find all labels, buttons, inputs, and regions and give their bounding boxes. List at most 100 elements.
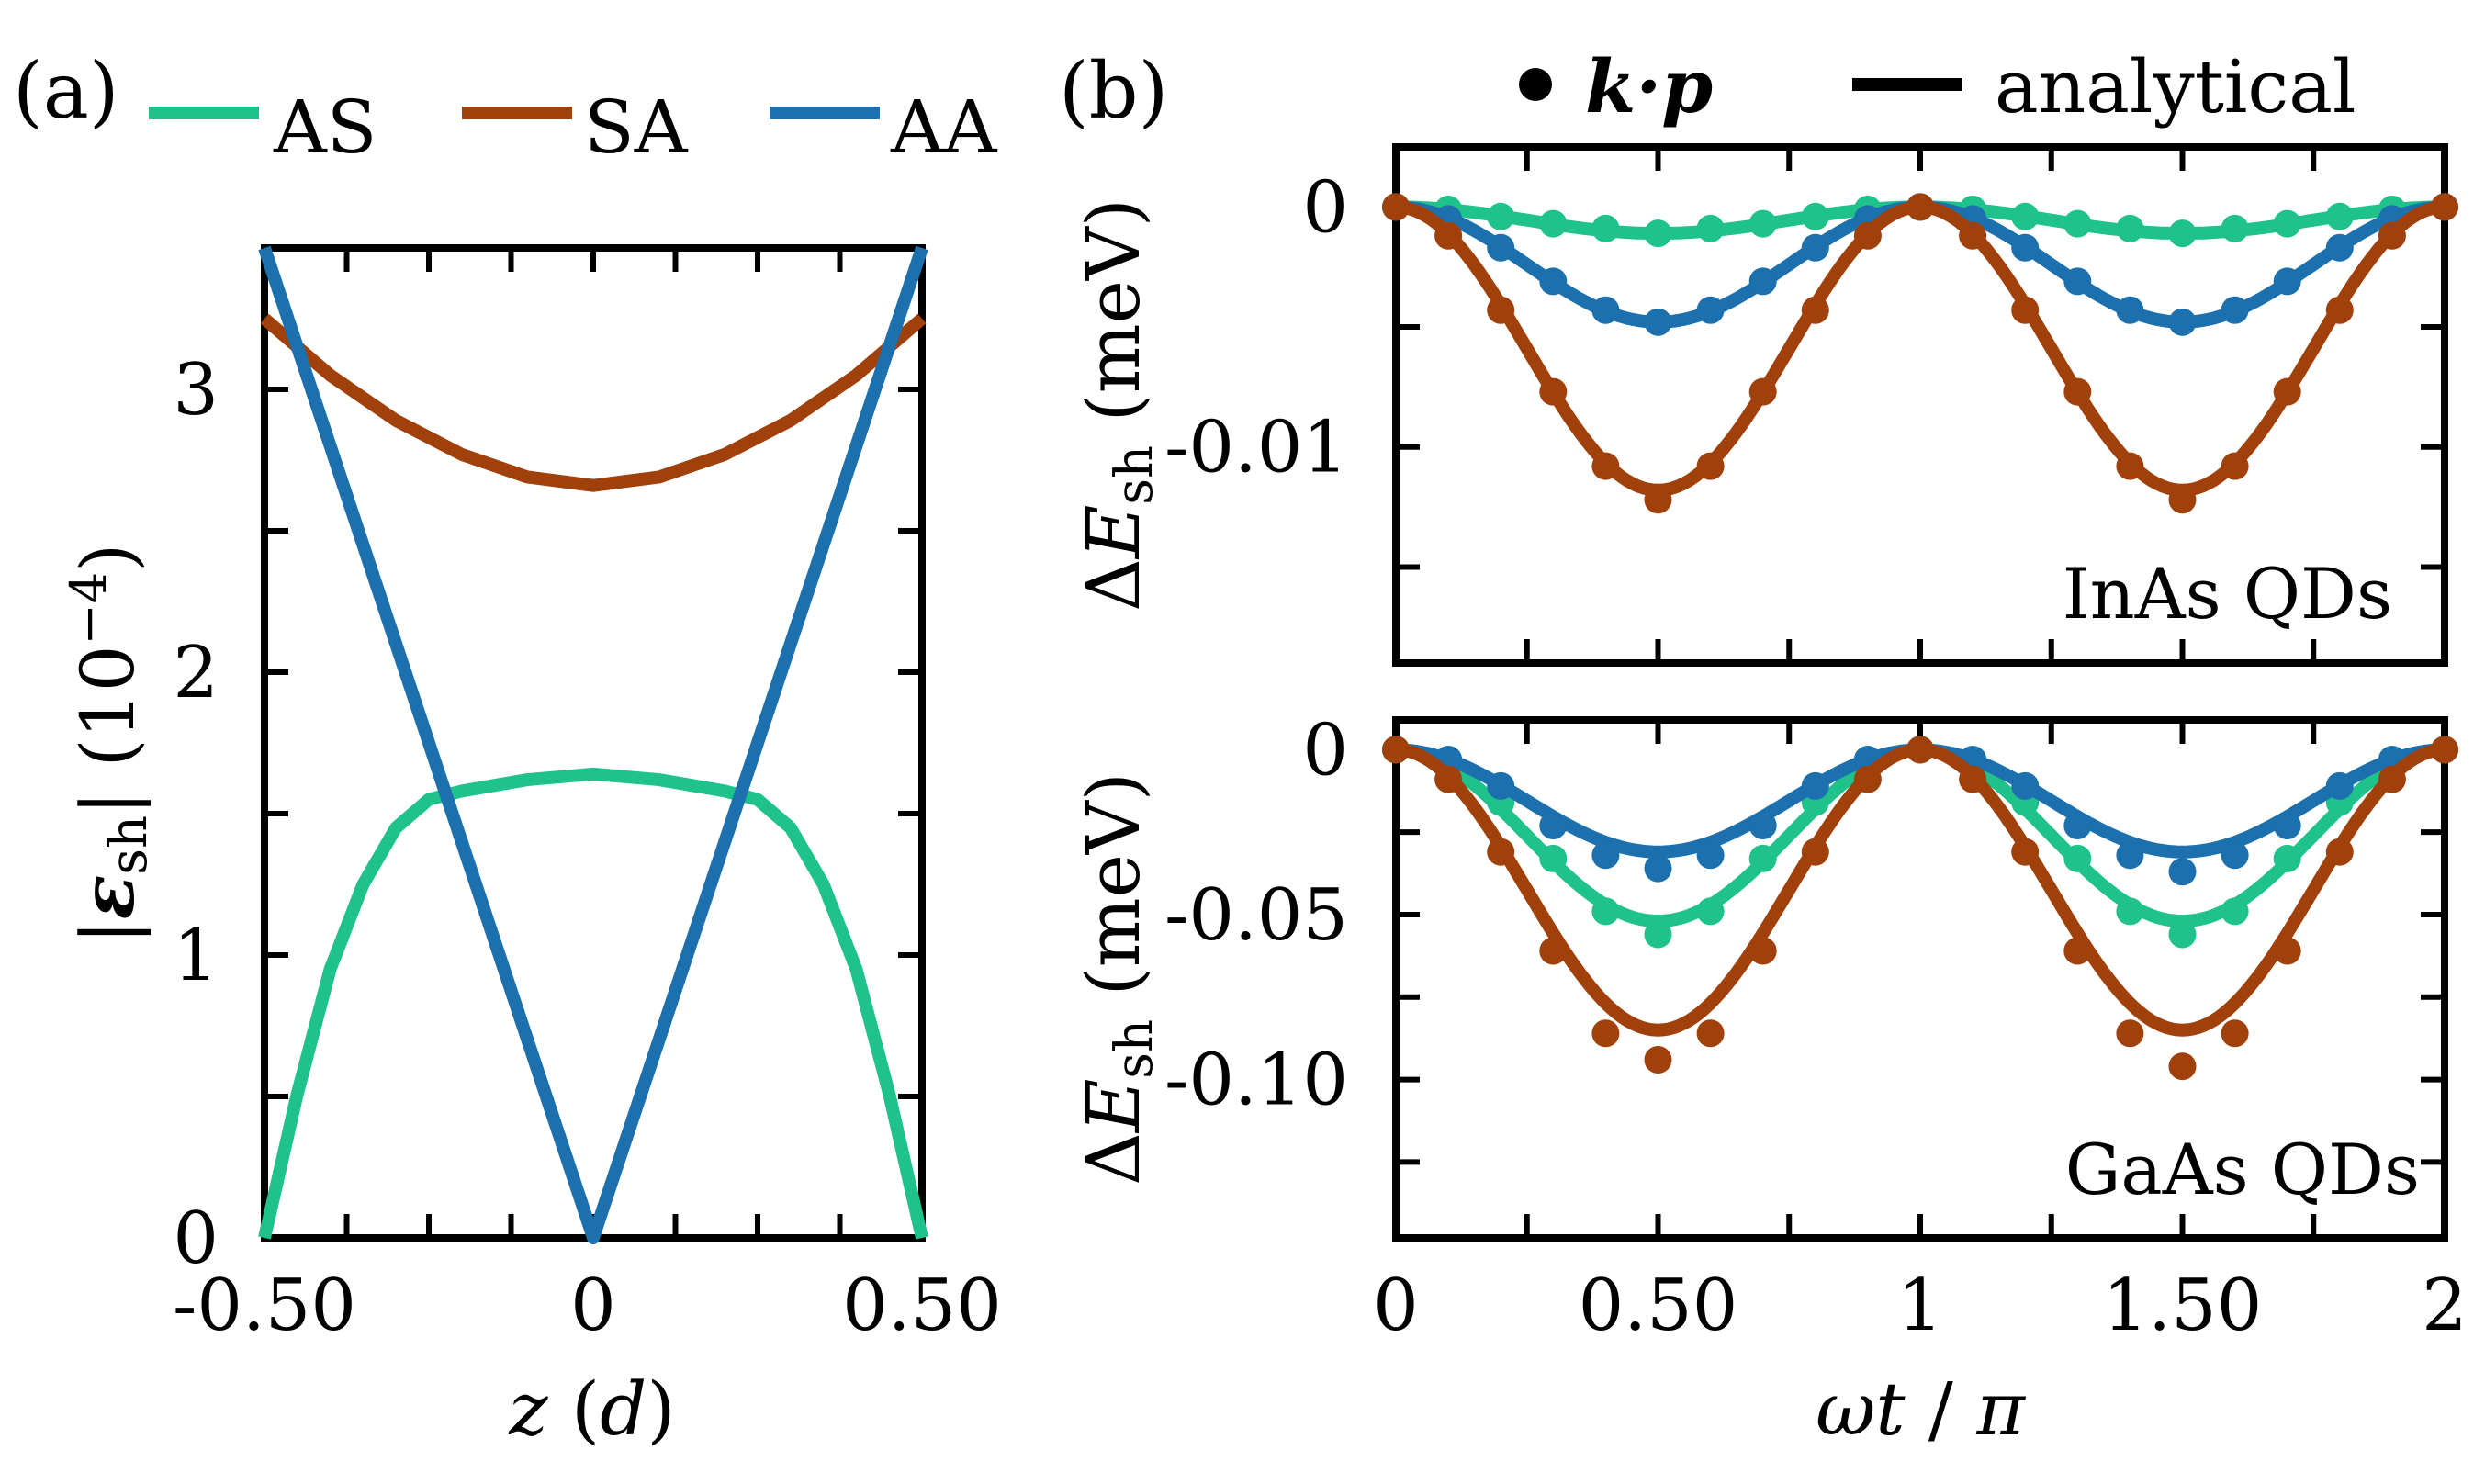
panel-b-top: 0 -0.01 InAs QDs ΔEsh (meV) — [1071, 143, 2458, 667]
ylabel-a-bar-right: | — [65, 791, 151, 815]
bb-xtick-label-1: 0.50 — [1579, 1265, 1738, 1347]
panel-b-top-curves — [1382, 193, 2458, 514]
ylabel-a-sub: sh — [99, 815, 159, 875]
bt-kp-point-AS-4 — [1591, 214, 1620, 242]
bb-kp-point-AA-8 — [1801, 771, 1829, 800]
ylabel-bt-sub: sh — [1105, 445, 1164, 505]
panel-b-bottom: 0 -0.05 -0.10 0 0.50 1 1.50 2 GaAs QDs ΔEsh (me… — [1071, 709, 2468, 1452]
bb-kp-point-SA-9 — [1853, 765, 1882, 793]
bt-kp-point-SA-0 — [1382, 193, 1410, 221]
bt-kp-point-AS-7 — [1748, 209, 1777, 238]
a-xtick-label-0: -0.50 — [173, 1265, 356, 1347]
legend-a: AS SA AA — [149, 84, 998, 170]
xlabel-a-open: ( — [548, 1366, 601, 1452]
bt-kp-point-SA-6 — [1696, 452, 1725, 480]
legend-label-AS: AS — [273, 84, 377, 170]
ylabel-bt-unit: (meV) — [1071, 198, 1156, 445]
bt-kp-point-AA-3 — [1539, 267, 1568, 296]
bt-kp-point-AA-17 — [2273, 267, 2301, 296]
bt-kp-point-SA-3 — [1539, 377, 1568, 406]
bb-xtick-label-2: 1 — [1897, 1265, 1943, 1347]
bb-kp-point-AA-7 — [1748, 811, 1777, 839]
bb-kp-point-SA-8 — [1801, 838, 1829, 866]
bb-kp-point-AA-12 — [2011, 771, 2040, 800]
bb-xtick-label-0: 0 — [1373, 1265, 1419, 1347]
panel-a-ticks — [262, 248, 925, 1241]
bt-kp-point-SA-10 — [1906, 193, 1934, 221]
ylabel-a-exp: −4 — [60, 572, 118, 646]
ylabel-bb-unit: (meV) — [1071, 772, 1156, 1019]
bb-kp-point-AA-17 — [2273, 811, 2301, 839]
bt-kp-point-AS-5 — [1644, 219, 1672, 248]
bb-kp-point-AS-16 — [2221, 897, 2249, 926]
bb-kp-point-AA-16 — [2221, 841, 2249, 870]
bt-kp-point-AS-16 — [2221, 214, 2249, 242]
ylabel-bt-delta: Δ — [1071, 558, 1156, 612]
annotation-gaas: GaAs QDs — [2065, 1129, 2420, 1210]
ylabel-a-bar-left: | — [65, 919, 151, 944]
bb-kp-point-AS-13 — [2063, 844, 2092, 872]
ylabel-a-unit-open: (10 — [65, 646, 151, 791]
ylabel-a-unit-close: ) — [65, 544, 151, 572]
bb-kp-point-AA-18 — [2325, 771, 2354, 800]
bt-kp-point-AS-18 — [2325, 202, 2354, 230]
xlabel-b-pi: π — [1975, 1366, 2026, 1452]
bt-kp-point-AS-2 — [1487, 202, 1515, 230]
bt-kp-point-SA-4 — [1591, 452, 1620, 480]
bb-kp-point-SA-5 — [1644, 1046, 1672, 1074]
ylabel-bb-delta: Δ — [1071, 1132, 1156, 1186]
a-ytick-label-0: 0 — [173, 1197, 219, 1280]
bt-kp-point-SA-15 — [2168, 486, 2197, 514]
panel-a-x-axis-label: z (d) — [508, 1366, 675, 1452]
bb-kp-point-SA-12 — [2011, 838, 2040, 866]
bt-kp-point-AA-4 — [1591, 296, 1620, 324]
bb-kp-point-SA-13 — [2063, 937, 2092, 965]
bb-kp-point-AS-14 — [2116, 897, 2144, 926]
panel-b-top-y-axis-label: ΔEsh (meV) — [1071, 198, 1164, 612]
legend-label-SA: SA — [584, 84, 689, 170]
bb-analytical-SA — [1394, 743, 2446, 1037]
bb-kp-point-AS-17 — [2273, 844, 2301, 872]
bb-kp-point-AA-5 — [1644, 854, 1672, 883]
panel-b-bottom-y-axis-label: ΔEsh (meV) — [1071, 772, 1164, 1186]
ylabel-bb-E: E — [1071, 1079, 1156, 1134]
bt-kp-point-SA-9 — [1853, 221, 1882, 250]
a-series-AA — [258, 245, 928, 1244]
bb-ytick-label-1: -0.05 — [1164, 874, 1348, 957]
bt-kp-point-AS-15 — [2168, 219, 2197, 248]
bb-kp-point-AA-6 — [1696, 841, 1725, 870]
panel-a-curves — [258, 245, 928, 1244]
bt-kp-point-AA-16 — [2221, 296, 2249, 324]
xlabel-a-close: ) — [647, 1366, 675, 1452]
bb-xtick-label-4: 2 — [2422, 1265, 2468, 1347]
xlabel-b-slash: / — [1906, 1366, 1977, 1452]
bt-kp-point-AA-12 — [2011, 233, 2040, 262]
bb-kp-point-SA-7 — [1748, 937, 1777, 965]
bb-kp-point-SA-17 — [2273, 937, 2301, 965]
bt-ytick-label-1: -0.01 — [1164, 407, 1348, 489]
bb-kp-point-AS-6 — [1696, 897, 1725, 926]
bb-kp-point-SA-2 — [1487, 838, 1515, 866]
xlabel-a-unit: d — [600, 1366, 647, 1452]
panel-b-top-tick-labels: 0 -0.01 — [1164, 166, 1348, 489]
panel-label-a: (a) — [13, 46, 119, 136]
panel-b-x-axis-label: ωt / π — [1816, 1366, 2026, 1452]
a-xtick-label-2: 0.50 — [842, 1265, 1002, 1347]
bb-kp-point-SA-14 — [2116, 1019, 2144, 1048]
bt-kp-point-AA-5 — [1644, 308, 1672, 336]
legend-kp-marker — [1519, 68, 1552, 101]
bb-ytick-label-0: 0 — [1302, 709, 1348, 792]
bt-kp-point-SA-2 — [1487, 296, 1515, 324]
bb-kp-point-SA-16 — [2221, 1019, 2249, 1048]
bt-kp-point-AA-15 — [2168, 308, 2197, 336]
bt-kp-point-SA-17 — [2273, 377, 2301, 406]
bb-kp-point-SA-19 — [2378, 765, 2406, 793]
a-ytick-label-2: 2 — [173, 632, 219, 714]
bt-kp-point-SA-12 — [2011, 296, 2040, 324]
bb-kp-point-SA-0 — [1382, 736, 1410, 764]
bt-kp-point-SA-20 — [2431, 193, 2458, 221]
ylabel-bb-sub: sh — [1105, 1019, 1164, 1079]
bt-kp-point-AS-12 — [2011, 202, 2040, 230]
